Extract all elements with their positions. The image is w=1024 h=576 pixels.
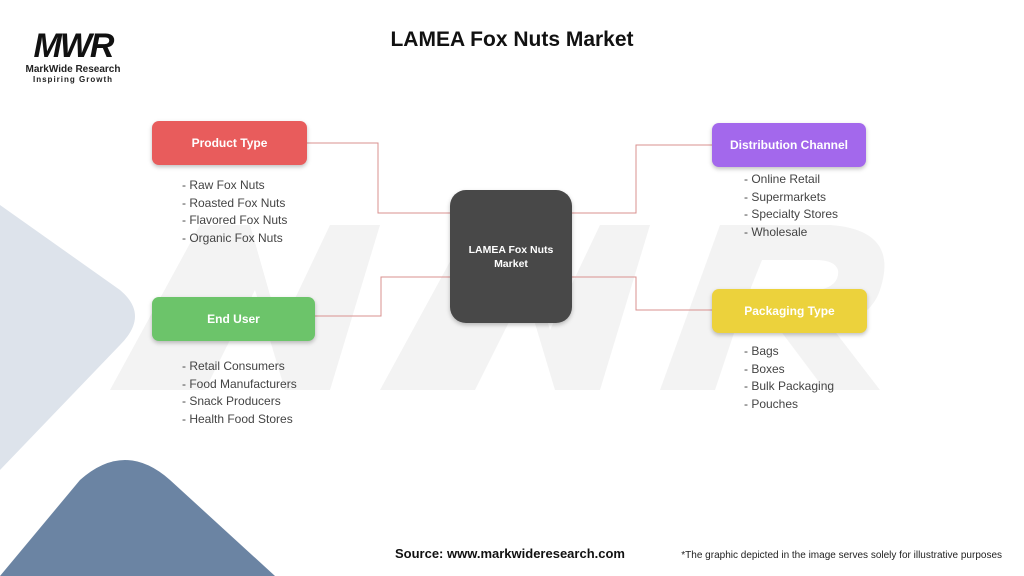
list-item: - Pouches	[744, 396, 799, 411]
logo: MWR MarkWide Research Inspiring Growth	[18, 28, 128, 84]
list-item: - Health Food Stores	[182, 411, 293, 426]
node-label: Packaging Type	[744, 304, 835, 318]
list-item: - Bulk Packaging	[744, 379, 835, 393]
list-item: - Roasted Fox Nuts	[182, 195, 286, 210]
list-distribution-channel: - Online Retail - Supermarkets - Special…	[744, 171, 838, 241]
list-end-user: - Retail Consumers - Food Manufacturers …	[182, 358, 297, 428]
source-text: Source: www.markwideresearch.com	[394, 546, 625, 561]
node-label: End User	[207, 312, 260, 326]
list-item: - Specialty Stores	[744, 207, 839, 221]
node-label: Product Type	[191, 136, 268, 150]
disclaimer-note: *The graphic depicted in the image serve…	[681, 550, 1002, 561]
bg-shape-dark	[0, 460, 275, 576]
logo-name: MarkWide Research	[25, 64, 121, 75]
list-item: - Wholesale	[744, 224, 808, 239]
list-item: - Supermarkets	[744, 189, 827, 204]
list-item: - Organic Fox Nuts	[182, 230, 283, 245]
node-product-type: Product Type	[152, 121, 307, 165]
logo-tagline: Inspiring Growth	[33, 75, 113, 84]
center-node: LAMEA Fox Nuts Market	[450, 190, 572, 323]
list-item: - Food Manufacturers	[182, 376, 297, 391]
connector-packaging-type	[572, 276, 712, 311]
list-item: - Snack Producers	[182, 394, 281, 408]
list-item: - Boxes	[744, 361, 785, 376]
logo-mark: MWR	[33, 27, 115, 65]
list-item: - Retail Consumers	[182, 359, 285, 373]
list-item: - Bags	[744, 344, 779, 358]
page-title: LAMEA Fox Nuts Market	[390, 28, 634, 51]
list-item: - Raw Fox Nuts	[182, 178, 265, 192]
connector-product-type	[307, 142, 450, 214]
node-distribution-channel: Distribution Channel	[712, 123, 866, 167]
connector-end-user	[315, 276, 450, 317]
center-label: LAMEA Fox Nuts Market	[468, 243, 554, 270]
node-label: Distribution Channel	[730, 138, 848, 152]
bg-shape-light	[0, 205, 135, 470]
list-product-type: - Raw Fox Nuts - Roasted Fox Nuts - Flav…	[182, 177, 287, 247]
node-packaging-type: Packaging Type	[712, 289, 867, 333]
connector-distribution-channel	[572, 144, 712, 214]
list-item: - Flavored Fox Nuts	[182, 213, 288, 227]
node-end-user: End User	[152, 297, 315, 341]
list-packaging-type: - Bags - Boxes - Bulk Packaging - Pouche…	[744, 343, 834, 413]
list-item: - Online Retail	[744, 172, 821, 186]
